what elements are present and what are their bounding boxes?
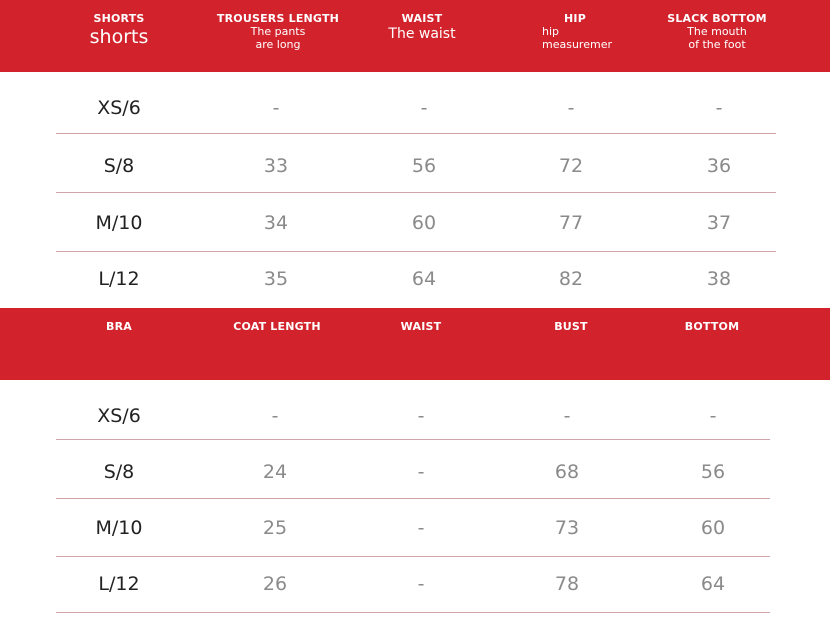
shorts-cell: - xyxy=(272,97,280,119)
hip-header: HIP hip measuremer xyxy=(530,12,620,51)
row-divider xyxy=(56,498,770,499)
shorts-cell: 38 xyxy=(706,268,732,290)
shorts-cell: 82 xyxy=(558,268,584,290)
shorts-cell: - xyxy=(567,97,575,119)
shorts-cell: 72 xyxy=(558,155,584,177)
header-shorts-main: SHORTS xyxy=(93,12,145,25)
bra-header-band xyxy=(0,308,830,380)
bra-cell: 78 xyxy=(554,573,580,595)
row-divider xyxy=(56,251,776,252)
bra-size-m: M/10 xyxy=(95,517,143,539)
bra-cell: 24 xyxy=(262,461,288,483)
row-divider xyxy=(56,133,776,134)
header-slack-sub1: The mouth xyxy=(687,25,747,38)
shorts-header-band xyxy=(0,0,830,72)
waist-header: WAIST The waist xyxy=(382,12,462,43)
row-divider xyxy=(56,612,770,613)
trousers-length-header: TROUSERS LENGTH The pants are long xyxy=(208,12,348,51)
bra-cell: 64 xyxy=(700,573,726,595)
bra-cell: - xyxy=(417,573,425,595)
shorts-cell: - xyxy=(715,97,723,119)
bra-size-l: L/12 xyxy=(98,573,140,595)
bra-cell: - xyxy=(417,461,425,483)
bra-cell: - xyxy=(563,405,571,427)
header-hip-sub1: hip xyxy=(542,25,560,38)
bra-cell: 56 xyxy=(700,461,726,483)
row-divider xyxy=(56,556,770,557)
waist-header: WAIST xyxy=(400,320,442,333)
header-waist-main: WAIST xyxy=(401,12,443,25)
row-divider xyxy=(56,439,770,440)
shorts-header: SHORTS shorts xyxy=(80,12,158,49)
shorts-cell: - xyxy=(420,97,428,119)
shorts-cell: 35 xyxy=(263,268,289,290)
header-hip-sub2: measuremer xyxy=(542,38,612,51)
bra-cell: - xyxy=(417,517,425,539)
shorts-cell: 64 xyxy=(411,268,437,290)
slack-bottom-header: SLACK BOTTOM The mouth of the foot xyxy=(662,12,772,51)
header-waist-sub: The waist xyxy=(388,26,456,42)
header-slack-main: SLACK BOTTOM xyxy=(667,12,767,25)
header-shorts-sub: shorts xyxy=(89,26,149,48)
shorts-cell: 36 xyxy=(706,155,732,177)
header-trousers-sub2: are long xyxy=(255,38,301,51)
bottom-header: BOTTOM xyxy=(684,320,740,333)
shorts-size-xs: XS/6 xyxy=(97,97,141,119)
bra-cell: 68 xyxy=(554,461,580,483)
shorts-size-l: L/12 xyxy=(98,268,140,290)
bra-cell: - xyxy=(271,405,279,427)
shorts-cell: 56 xyxy=(411,155,437,177)
shorts-size-s: S/8 xyxy=(103,155,135,177)
shorts-cell: 33 xyxy=(263,155,289,177)
shorts-cell: 34 xyxy=(263,212,289,234)
bra-size-s: S/8 xyxy=(103,461,135,483)
bra-cell: - xyxy=(709,405,717,427)
header-trousers-main: TROUSERS LENGTH xyxy=(216,12,340,25)
bust-header: BUST xyxy=(554,320,588,333)
bra-cell: - xyxy=(417,405,425,427)
bra-cell: 73 xyxy=(554,517,580,539)
shorts-size-m: M/10 xyxy=(95,212,143,234)
coat-length-header: COAT LENGTH xyxy=(233,320,321,333)
shorts-cell: 37 xyxy=(706,212,732,234)
shorts-cell: 60 xyxy=(411,212,437,234)
row-divider xyxy=(56,192,776,193)
bra-cell: 25 xyxy=(262,517,288,539)
bra-header: BRA xyxy=(106,320,132,333)
bra-cell: 60 xyxy=(700,517,726,539)
header-slack-sub2: of the foot xyxy=(688,38,746,51)
shorts-cell: 77 xyxy=(558,212,584,234)
header-hip-main: HIP xyxy=(564,12,586,25)
bra-cell: 26 xyxy=(262,573,288,595)
bra-size-xs: XS/6 xyxy=(97,405,141,427)
header-trousers-sub1: The pants xyxy=(250,25,306,38)
